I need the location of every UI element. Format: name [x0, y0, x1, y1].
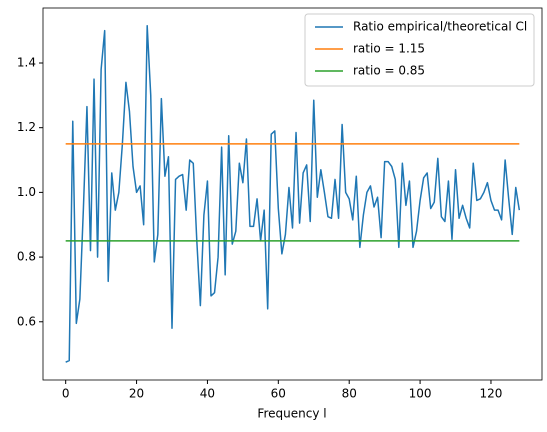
- series-line: [65, 25, 521, 363]
- legend-label: ratio = 1.15: [353, 42, 425, 56]
- x-tick-label: 20: [129, 387, 144, 401]
- x-tick-label: 60: [271, 387, 286, 401]
- legend-box: [304, 13, 535, 87]
- legend-label: Ratio empirical/theoretical Cl: [353, 20, 527, 34]
- y-tick-label: 1.0: [17, 185, 36, 199]
- x-tick-label: 40: [200, 387, 215, 401]
- x-axis-label: Frequency l: [257, 407, 326, 421]
- legend-label: ratio = 0.85: [353, 64, 425, 78]
- x-tick-label: 80: [342, 387, 357, 401]
- x-tick-label: 100: [409, 387, 432, 401]
- y-tick-label: 0.8: [17, 250, 36, 264]
- x-tick-label: 0: [62, 387, 70, 401]
- y-tick-label: 1.2: [17, 120, 36, 134]
- axes-frame: [42, 7, 543, 381]
- y-tick-label: 1.4: [17, 55, 36, 69]
- x-tick-label: 120: [480, 387, 503, 401]
- y-tick-label: 0.6: [17, 314, 36, 328]
